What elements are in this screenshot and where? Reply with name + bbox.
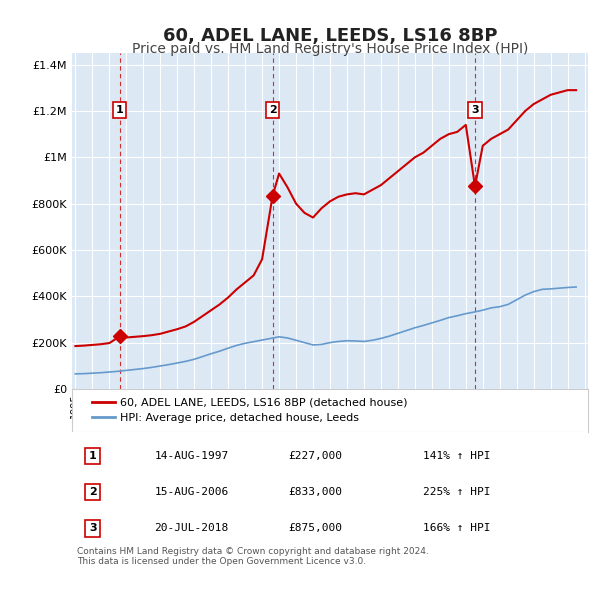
- Text: 3: 3: [471, 105, 479, 115]
- Text: 1: 1: [116, 105, 124, 115]
- Text: £833,000: £833,000: [289, 487, 343, 497]
- Text: Price paid vs. HM Land Registry's House Price Index (HPI): Price paid vs. HM Land Registry's House …: [132, 42, 528, 57]
- Text: 14-AUG-1997: 14-AUG-1997: [155, 451, 229, 461]
- Text: 166% ↑ HPI: 166% ↑ HPI: [423, 523, 490, 533]
- Text: 141% ↑ HPI: 141% ↑ HPI: [423, 451, 490, 461]
- Text: 60, ADEL LANE, LEEDS, LS16 8BP: 60, ADEL LANE, LEEDS, LS16 8BP: [163, 27, 497, 45]
- Text: 2: 2: [269, 105, 277, 115]
- Text: £875,000: £875,000: [289, 523, 343, 533]
- Text: 20-JUL-2018: 20-JUL-2018: [155, 523, 229, 533]
- Text: Contains HM Land Registry data © Crown copyright and database right 2024.
This d: Contains HM Land Registry data © Crown c…: [77, 547, 429, 566]
- Text: 225% ↑ HPI: 225% ↑ HPI: [423, 487, 490, 497]
- Text: 1: 1: [89, 451, 97, 461]
- Text: 15-AUG-2006: 15-AUG-2006: [155, 487, 229, 497]
- Legend: 60, ADEL LANE, LEEDS, LS16 8BP (detached house), HPI: Average price, detached ho: 60, ADEL LANE, LEEDS, LS16 8BP (detached…: [88, 393, 412, 428]
- Text: 2: 2: [89, 487, 97, 497]
- Text: 3: 3: [89, 523, 97, 533]
- Text: £227,000: £227,000: [289, 451, 343, 461]
